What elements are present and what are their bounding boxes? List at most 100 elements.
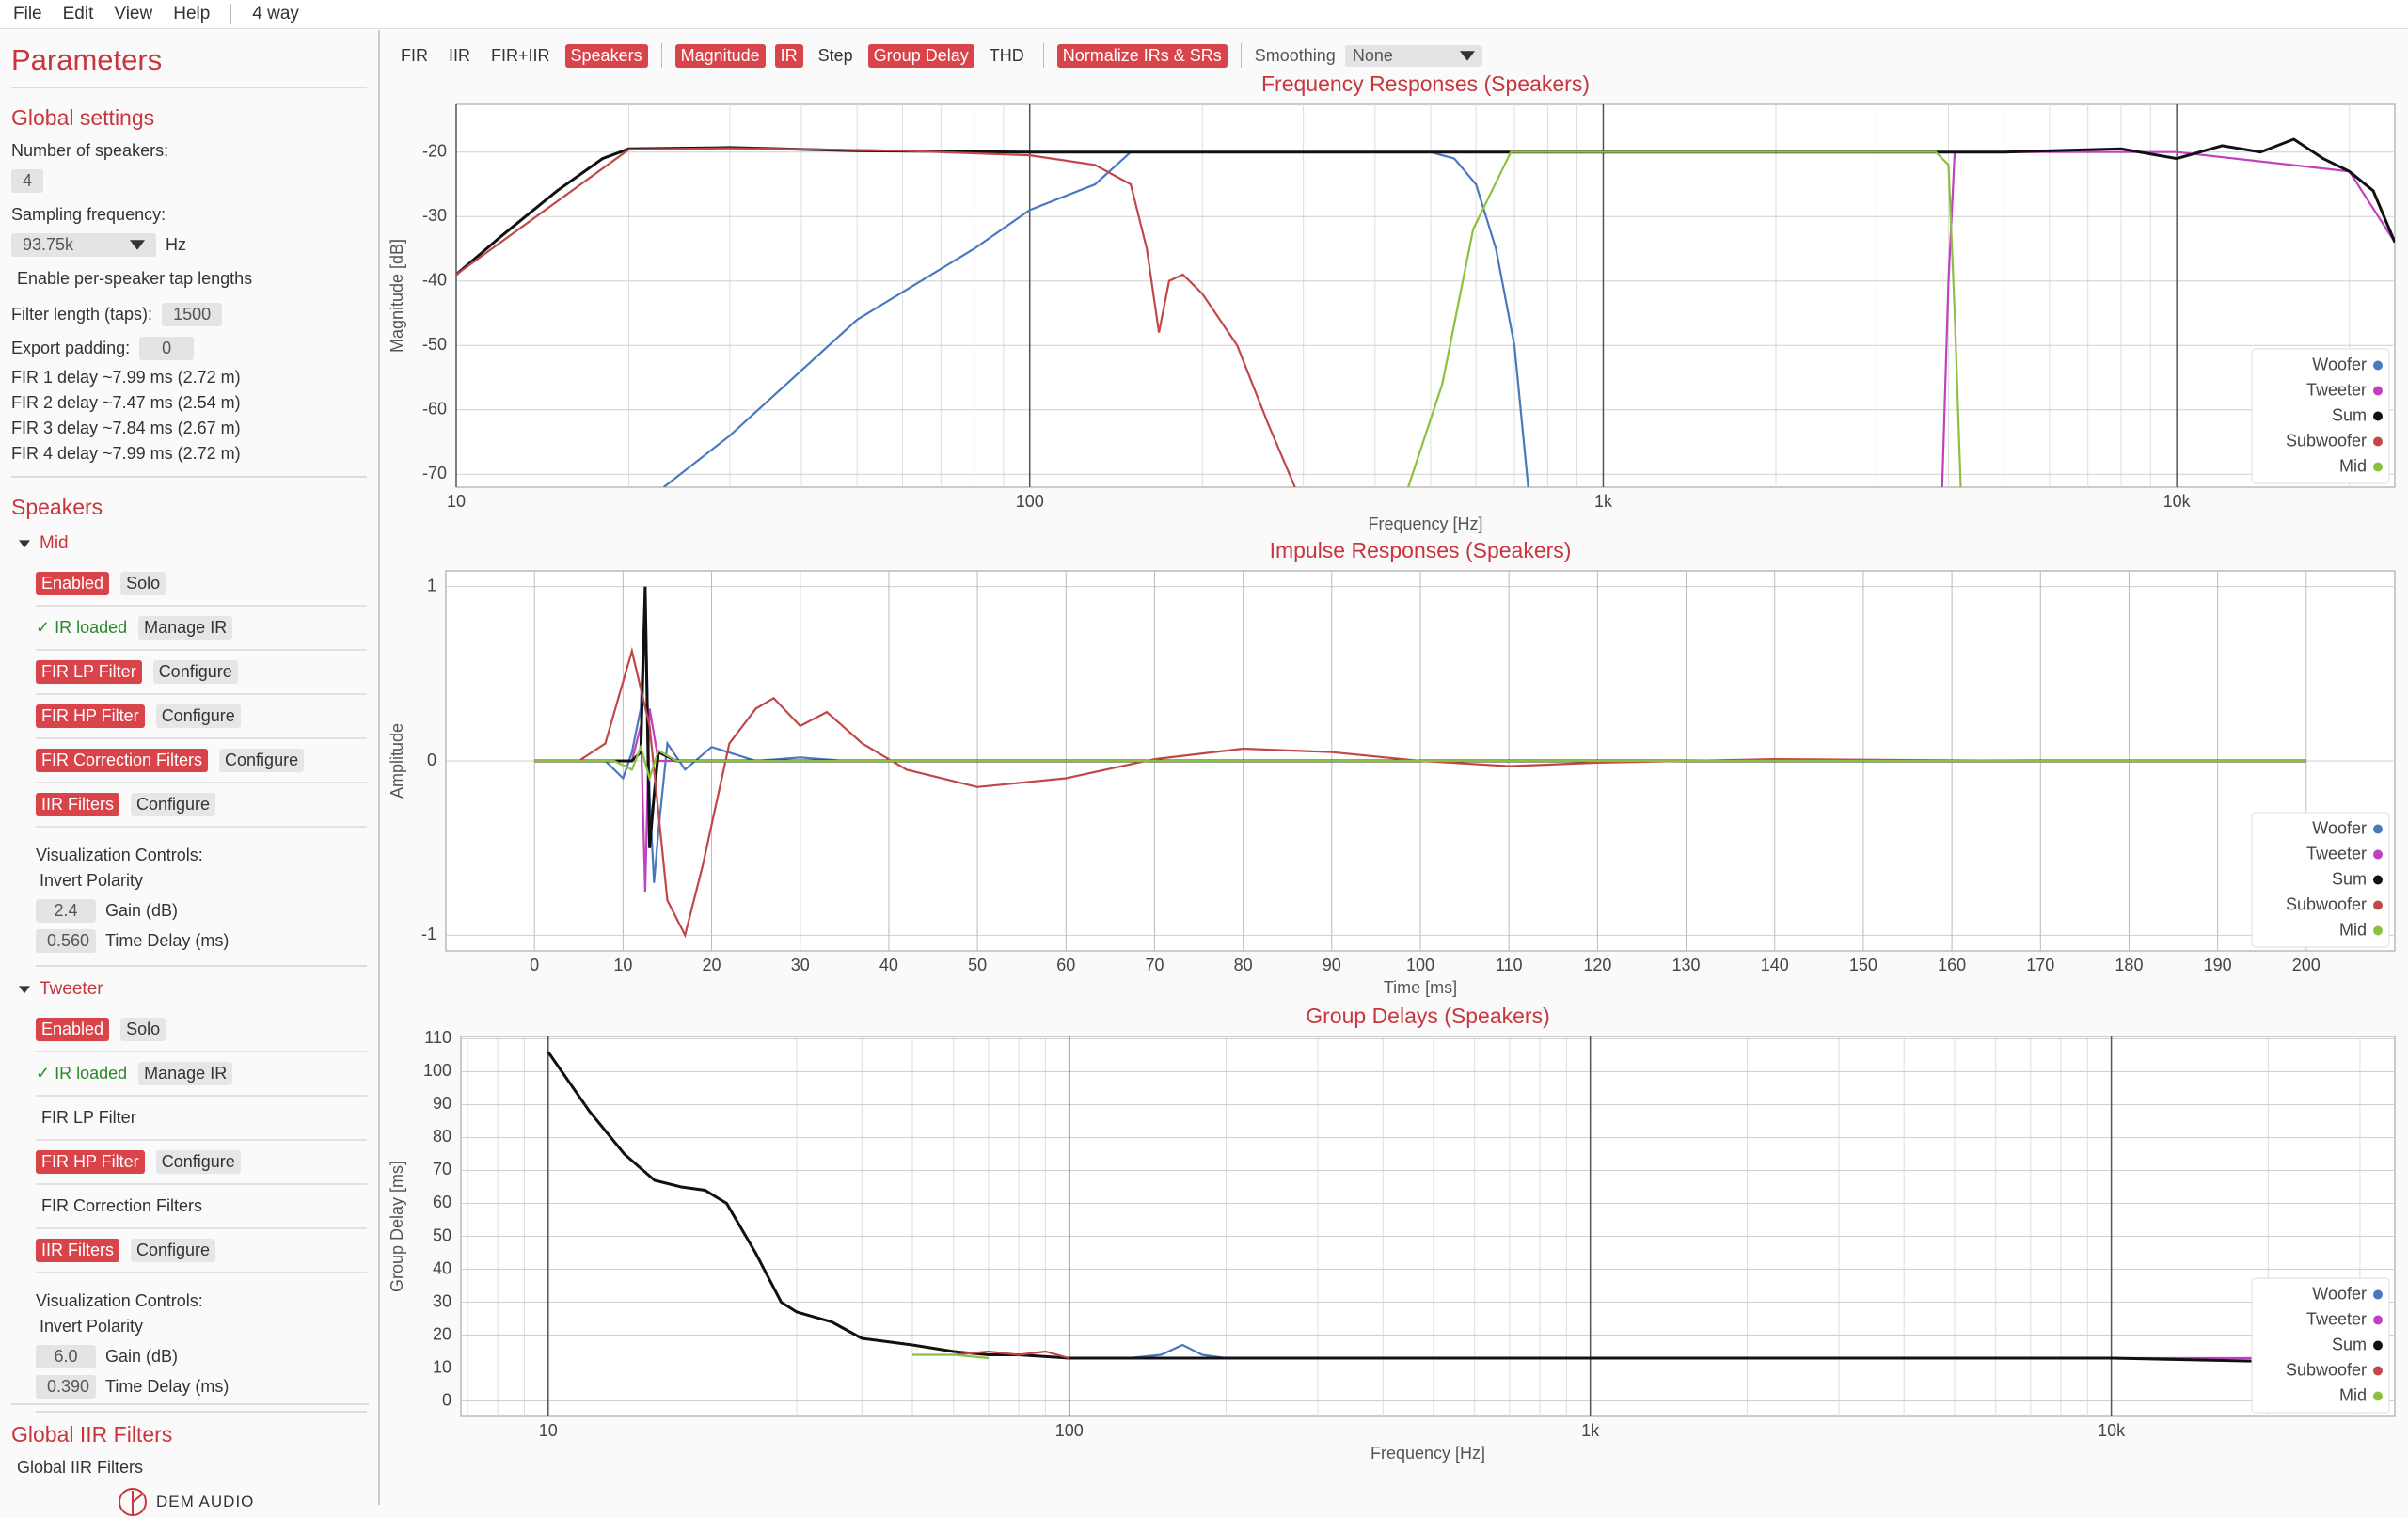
- checkbox[interactable]: Invert Polarity: [40, 1316, 144, 1336]
- speaker-name: Mid: [40, 533, 69, 553]
- sidebar: Parameters Global settings Number of speak…: [0, 30, 380, 1516]
- toggle-button[interactable]: FIR: [401, 45, 428, 65]
- speaker-header[interactable]: Mid: [19, 525, 367, 562]
- label: Gain (dB): [105, 900, 179, 920]
- brand: DEM AUDIO: [117, 1486, 254, 1518]
- filter-row: IIR Filters Configure: [36, 783, 367, 828]
- filter-toggle[interactable]: FIR Correction Filters: [36, 749, 209, 772]
- toggle-button[interactable]: Magnitude: [674, 43, 766, 68]
- speaker-panel: Enabled Solo ✓ IR loaded Manage IR FIR LP Fi…: [36, 562, 367, 967]
- x-axis-label: Frequency [Hz]: [1368, 514, 1482, 533]
- divider: [36, 1411, 367, 1413]
- y-tick-label: 60: [433, 1193, 452, 1211]
- y-tick-label: 40: [433, 1258, 452, 1277]
- menu-item[interactable]: View: [114, 4, 153, 24]
- configure-button[interactable]: Configure: [152, 660, 238, 684]
- label: Gain (dB): [105, 1346, 179, 1366]
- x-tick-label: 150: [1849, 956, 1877, 974]
- number-input[interactable]: 0: [139, 336, 195, 360]
- solo-toggle[interactable]: Solo: [120, 1018, 166, 1041]
- row: Enabled Solo: [36, 562, 367, 607]
- arrow-shape: [19, 540, 30, 548]
- series-line: [1407, 150, 1962, 487]
- dropdown[interactable]: None: [1344, 44, 1482, 67]
- filter-toggle[interactable]: FIR HP Filter: [36, 1150, 145, 1174]
- dropdown[interactable]: 93.75k: [11, 232, 156, 257]
- toggle-button[interactable]: THD: [989, 45, 1024, 65]
- toggle-button[interactable]: FIR+IIR: [491, 45, 550, 65]
- legend-label: Woofer: [2312, 818, 2367, 837]
- manage-ir-button[interactable]: Manage IR: [138, 1062, 233, 1085]
- y-tick-label: 10: [433, 1357, 452, 1376]
- series-group: [534, 586, 2306, 939]
- series-group: [456, 137, 2395, 487]
- toggle-button[interactable]: Group Delay: [867, 43, 974, 68]
- enabled-toggle[interactable]: Enabled: [36, 1018, 110, 1041]
- toggle-button[interactable]: Speakers: [564, 43, 648, 68]
- number-input[interactable]: 1500: [162, 302, 223, 326]
- legend-label: Sum: [2332, 869, 2367, 888]
- row: Enabled Solo: [36, 1008, 367, 1052]
- configure-button[interactable]: Configure: [219, 749, 305, 772]
- x-axis-label: Time [ms]: [1384, 978, 1457, 997]
- legend-label: Tweeter: [2306, 1309, 2367, 1328]
- configure-button[interactable]: Configure: [155, 1150, 241, 1174]
- configure-button[interactable]: Configure: [131, 793, 216, 816]
- x-tick-label: 1k: [1594, 492, 1613, 511]
- ir-status: ✓ IR loaded: [36, 1064, 128, 1083]
- gain-input[interactable]: 6.0: [36, 1344, 96, 1368]
- y-tick-label: 110: [424, 1028, 452, 1047]
- arrow-shape: [130, 240, 145, 250]
- toggle-button[interactable]: Normalize IRs & SRs: [1056, 43, 1228, 68]
- divider: [36, 965, 367, 967]
- label: Smoothing: [1254, 45, 1336, 65]
- label: Number of speakers:: [11, 140, 169, 160]
- number-input[interactable]: 4: [11, 168, 44, 193]
- filter-toggle[interactable]: FIR LP Filter: [41, 1108, 136, 1127]
- dropdown-arrow: [19, 986, 30, 994]
- legend-dot: [2373, 824, 2383, 834]
- manage-ir-button[interactable]: Manage IR: [138, 616, 233, 640]
- filter-toggle[interactable]: IIR Filters: [36, 1239, 120, 1262]
- x-tick-label: 1k: [1581, 1421, 1600, 1440]
- delay-input[interactable]: 0.560: [36, 928, 96, 953]
- delay-info: FIR 2 delay ~7.47 ms (2.54 m): [11, 393, 241, 412]
- menu-item[interactable]: File: [13, 4, 42, 24]
- section-heading: Global settings: [11, 105, 155, 130]
- toggle-button[interactable]: IR: [774, 43, 803, 68]
- row: 0.560 Time Delay (ms): [36, 925, 367, 956]
- speaker-header[interactable]: Tweeter: [19, 971, 367, 1008]
- checkbox[interactable]: Enable per-speaker tap lengths: [17, 268, 253, 288]
- arrow-shape: [19, 986, 30, 994]
- checkbox[interactable]: Invert Polarity: [40, 870, 144, 890]
- row: 2.4 Gain (dB): [36, 895, 367, 925]
- global-iir-item[interactable]: Global IIR Filters: [17, 1457, 144, 1477]
- solo-toggle[interactable]: Solo: [120, 572, 166, 595]
- legend-dot: [2373, 360, 2383, 371]
- legend-dot: [2373, 1391, 2383, 1401]
- filter-toggle[interactable]: FIR Correction Filters: [41, 1196, 203, 1215]
- row: Export padding: 0: [11, 331, 367, 365]
- toggle-button[interactable]: Step: [817, 45, 853, 65]
- gain-input[interactable]: 2.4: [36, 898, 96, 923]
- legend-box: [2251, 812, 2390, 948]
- filter-toggle[interactable]: FIR HP Filter: [36, 704, 145, 728]
- legend-label: Sum: [2332, 1335, 2367, 1353]
- y-tick-label: 0: [442, 1390, 452, 1409]
- speaker-panel: Enabled Solo ✓ IR loaded Manage IR FIR LP Fi…: [36, 1008, 367, 1413]
- menu-item[interactable]: Help: [173, 4, 211, 24]
- section-heading: Global IIR Filters: [11, 1422, 173, 1447]
- filter-toggle[interactable]: IIR Filters: [36, 793, 120, 816]
- toggle-button[interactable]: IIR: [449, 45, 471, 65]
- filter-row: FIR HP Filter Configure: [36, 695, 367, 739]
- configure-button[interactable]: Configure: [131, 1239, 216, 1262]
- divider: [11, 1403, 369, 1405]
- x-axis-label: Frequency [Hz]: [1370, 1444, 1485, 1463]
- configure-button[interactable]: Configure: [155, 704, 241, 728]
- x-tick-label: 90: [1323, 956, 1341, 974]
- filter-toggle[interactable]: FIR LP Filter: [36, 660, 142, 684]
- enabled-toggle[interactable]: Enabled: [36, 572, 110, 595]
- delay-input[interactable]: 0.390: [36, 1374, 96, 1399]
- legend-label: Tweeter: [2306, 380, 2367, 399]
- menu-item[interactable]: Edit: [62, 4, 94, 24]
